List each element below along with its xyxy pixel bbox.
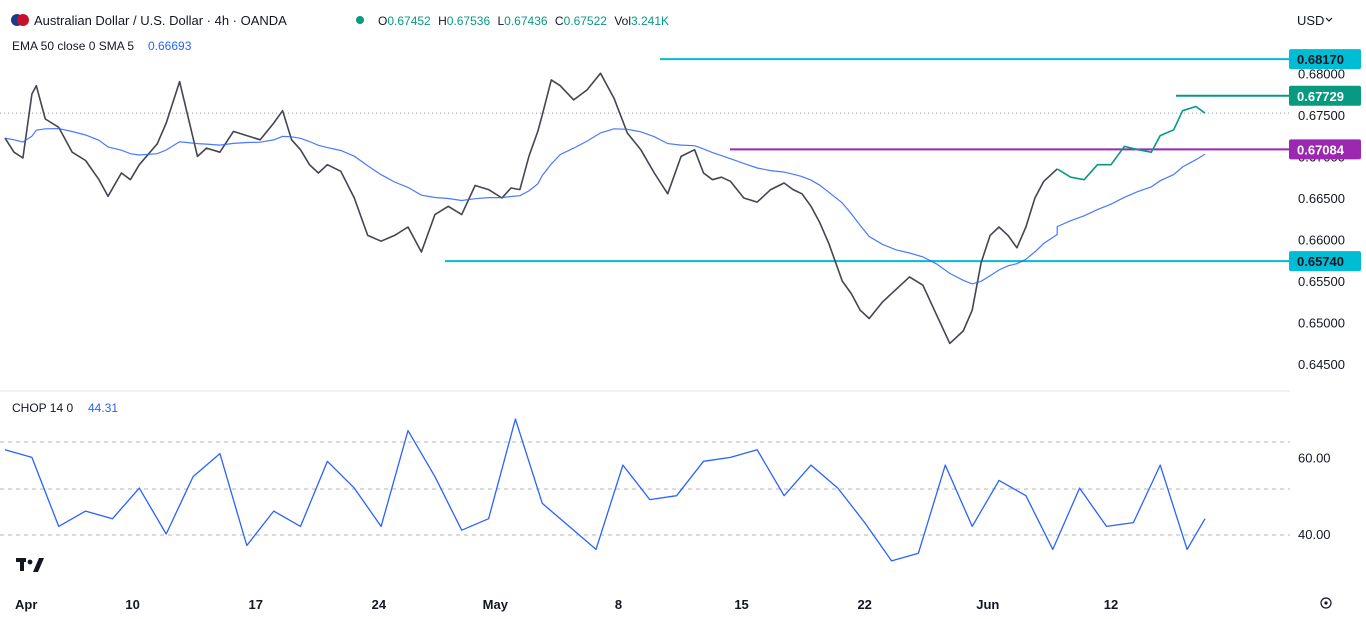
chevron-down-icon[interactable] bbox=[1325, 17, 1333, 22]
x-axis-tick: 12 bbox=[1104, 597, 1118, 612]
price-tag-0.68170: 0.68170 bbox=[1297, 52, 1344, 67]
ohlc-values: O0.67452 H0.67536 L0.67436 C0.67522 Vol3… bbox=[378, 14, 669, 28]
ohlc-close-value: 0.67522 bbox=[564, 14, 608, 28]
ohlc-close-key: C bbox=[555, 14, 564, 28]
price-axis-tick: 0.65000 bbox=[1298, 316, 1345, 331]
ohlc-open-value: 0.67452 bbox=[387, 14, 431, 28]
chop-series-line-0 bbox=[4, 418, 1206, 562]
price-axis-tick: 0.67500 bbox=[1298, 108, 1345, 123]
settings-gear-icon[interactable] bbox=[1320, 597, 1332, 609]
price-tag-bg-0.65740 bbox=[1289, 251, 1361, 272]
ohlc-high-key: H bbox=[438, 14, 447, 28]
currency-selector[interactable]: USD bbox=[1297, 13, 1324, 28]
price-series-line-1 bbox=[1056, 105, 1206, 181]
price-tag-bg-0.67729 bbox=[1289, 85, 1361, 106]
x-axis-tick: 8 bbox=[615, 597, 622, 612]
ohlc-volume-value: 3.241K bbox=[631, 14, 669, 28]
x-axis-tick: 22 bbox=[857, 597, 871, 612]
symbol-header: Australian Dollar / U.S. Dollar · 4h · O… bbox=[11, 13, 364, 28]
price-axis-tick: 0.66500 bbox=[1298, 191, 1345, 206]
ema-indicator-label[interactable]: EMA 50 close 0 SMA 5 bbox=[12, 39, 134, 53]
x-axis-tick: 17 bbox=[249, 597, 263, 612]
ohlc-low-value: 0.67436 bbox=[504, 14, 548, 28]
chop-indicator-value: 44.31 bbox=[88, 401, 118, 415]
x-axis-tick: 15 bbox=[734, 597, 748, 612]
price-tag-0.65740: 0.65740 bbox=[1297, 254, 1344, 269]
ema-line bbox=[4, 127, 1206, 285]
currency-flag-icon-overlay bbox=[17, 14, 29, 26]
price-axis-tick: 0.66000 bbox=[1298, 233, 1345, 248]
x-axis-tick: Apr bbox=[15, 597, 37, 612]
x-axis-tick: 10 bbox=[125, 597, 139, 612]
ohlc-open-key: O bbox=[378, 14, 387, 28]
price-tag-bg-0.67084 bbox=[1289, 139, 1361, 160]
x-axis-tick: Jun bbox=[976, 597, 999, 612]
price-tag-0.67729: 0.67729 bbox=[1297, 89, 1344, 104]
tradingview-logo-icon[interactable] bbox=[16, 558, 44, 572]
chop-axis-tick: 40.00 bbox=[1298, 527, 1331, 542]
market-status-dot-icon bbox=[356, 16, 364, 24]
symbol-title[interactable]: Australian Dollar / U.S. Dollar · 4h · O… bbox=[34, 13, 287, 28]
price-axis-tick: 0.68000 bbox=[1298, 66, 1345, 81]
ohlc-low-key: L bbox=[497, 14, 504, 28]
price-tag-0.67084: 0.67084 bbox=[1297, 142, 1345, 157]
ohlc-volume-key: Vol bbox=[614, 14, 631, 28]
price-axis-tick: 0.65500 bbox=[1298, 274, 1345, 289]
chop-axis-tick: 60.00 bbox=[1298, 450, 1331, 465]
price-tag-bg-0.68170 bbox=[1289, 49, 1361, 70]
chop-indicator-label[interactable]: CHOP 14 0 bbox=[12, 401, 73, 415]
ohlc-high-value: 0.67536 bbox=[447, 14, 491, 28]
ema-indicator-value: 0.66693 bbox=[148, 39, 192, 53]
price-axis-tick: 0.64500 bbox=[1298, 357, 1345, 372]
price-series-line-0 bbox=[4, 72, 1058, 345]
x-axis-tick: May bbox=[483, 597, 509, 612]
x-axis-tick: 24 bbox=[372, 597, 387, 612]
